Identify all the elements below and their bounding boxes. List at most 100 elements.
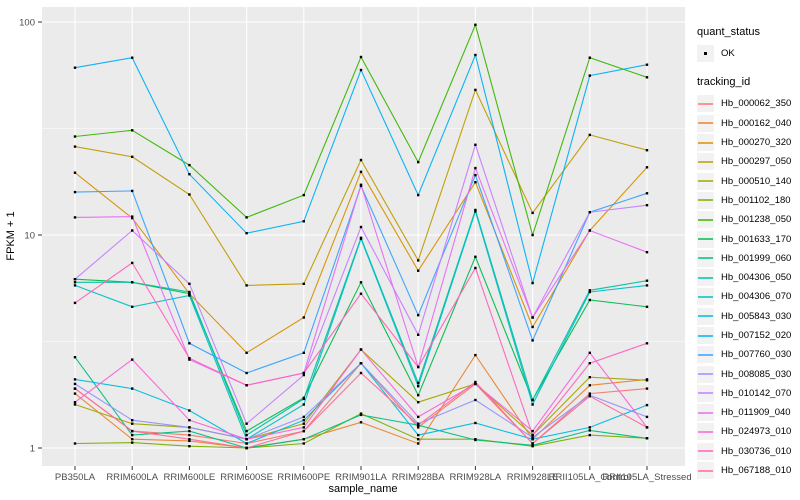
data-point xyxy=(73,190,77,194)
legend-item-Hb_067188_010[interactable]: Hb_067188_010 xyxy=(697,461,799,480)
data-point xyxy=(359,158,363,162)
legend-item-Hb_010142_070[interactable]: Hb_010142_070 xyxy=(697,384,799,403)
line-swatch-Hb_024973_010 xyxy=(697,423,714,441)
line-swatch-Hb_000270_320 xyxy=(697,134,714,152)
data-point xyxy=(588,362,591,365)
data-point xyxy=(588,289,591,292)
legend-label: Hb_000162_040 xyxy=(721,117,792,129)
legend-item-Hb_000270_320[interactable]: Hb_000270_320 xyxy=(697,133,799,152)
data-point xyxy=(245,351,248,354)
data-point xyxy=(474,266,477,270)
legend-item-Hb_000062_350[interactable]: Hb_000062_350 xyxy=(697,94,799,113)
data-point xyxy=(73,442,77,445)
x-tick-label: RRIM600PE xyxy=(277,472,330,483)
data-point xyxy=(474,181,477,184)
data-point xyxy=(645,379,649,382)
data-point xyxy=(531,403,534,406)
data-point xyxy=(417,385,420,388)
data-point xyxy=(245,384,248,387)
data-point xyxy=(245,433,248,437)
data-point xyxy=(588,392,591,395)
legend-item-Hb_000162_040[interactable]: Hb_000162_040 xyxy=(697,114,799,133)
data-point xyxy=(302,419,305,422)
data-point xyxy=(474,166,477,170)
legend-item-Hb_000510_140[interactable]: Hb_000510_140 xyxy=(697,171,799,190)
data-point xyxy=(188,429,191,433)
data-point xyxy=(245,422,248,425)
y-axis-title: FPKM + 1 xyxy=(5,211,17,260)
legend-item-Hb_001633_170[interactable]: Hb_001633_170 xyxy=(697,229,799,248)
data-point xyxy=(131,441,134,444)
legend-item-Hb_004306_050[interactable]: Hb_004306_050 xyxy=(697,268,799,287)
data-point xyxy=(417,438,420,441)
data-point xyxy=(302,316,305,319)
data-point xyxy=(302,429,305,433)
data-point xyxy=(417,365,420,369)
legend-label: Hb_000270_320 xyxy=(721,137,792,149)
data-point xyxy=(588,426,591,429)
data-point xyxy=(188,426,191,429)
data-point xyxy=(417,193,420,197)
data-point xyxy=(302,351,305,354)
data-point xyxy=(73,392,77,395)
legend-item-Hb_030736_010[interactable]: Hb_030736_010 xyxy=(697,442,799,461)
data-point xyxy=(188,292,191,295)
data-point xyxy=(302,397,305,401)
data-point xyxy=(645,305,649,308)
legend-item-Hb_001238_050[interactable]: Hb_001238_050 xyxy=(697,210,799,229)
data-point xyxy=(645,192,649,195)
x-tick-label: RRIM600LE xyxy=(164,472,216,483)
data-point xyxy=(645,63,649,66)
data-point xyxy=(73,66,77,69)
data-point xyxy=(474,208,477,212)
legend-label: Hb_001999_060 xyxy=(721,252,792,264)
data-point xyxy=(245,284,248,287)
data-point xyxy=(588,298,591,302)
data-point xyxy=(245,216,248,219)
legend-item-Hb_007152_020[interactable]: Hb_007152_020 xyxy=(697,326,799,345)
line-swatch-Hb_004306_050 xyxy=(697,269,714,287)
data-point xyxy=(73,284,77,287)
legend-item-Hb_000297_050[interactable]: Hb_000297_050 xyxy=(697,152,799,171)
data-point xyxy=(359,55,363,59)
line-swatch-Hb_001633_170 xyxy=(697,230,714,248)
legend-label: Hb_000510_140 xyxy=(721,175,792,187)
data-point xyxy=(474,173,477,177)
data-point xyxy=(188,445,191,448)
data-point xyxy=(131,305,134,308)
legend-item-Hb_001999_060[interactable]: Hb_001999_060 xyxy=(697,249,799,268)
legend-label: Hb_004306_050 xyxy=(721,272,792,284)
data-point xyxy=(188,358,191,361)
data-point xyxy=(73,281,77,284)
legend-label: Hb_007760_030 xyxy=(721,349,792,361)
line-swatch-Hb_000510_140 xyxy=(697,172,714,190)
data-point xyxy=(302,373,305,377)
data-point xyxy=(73,301,77,305)
data-point xyxy=(531,325,534,329)
line-swatch-Hb_030736_010 xyxy=(697,442,714,460)
legend-item-Hb_005843_030[interactable]: Hb_005843_030 xyxy=(697,307,799,326)
legend-label: Hb_004306_070 xyxy=(721,291,792,303)
data-point xyxy=(474,143,477,146)
data-point xyxy=(131,433,134,437)
y-tick-label: 100 xyxy=(19,18,35,29)
legend-item-quant-ok[interactable]: OK xyxy=(697,44,799,63)
legend-item-Hb_008085_030[interactable]: Hb_008085_030 xyxy=(697,364,799,383)
legend-item-Hb_011909_040[interactable]: Hb_011909_040 xyxy=(697,403,799,422)
line-swatch-Hb_001238_050 xyxy=(697,211,714,229)
line-swatch-Hb_010142_070 xyxy=(697,384,714,402)
data-point xyxy=(359,68,363,72)
data-point xyxy=(417,269,420,272)
data-point xyxy=(131,215,134,218)
legend-item-Hb_024973_010[interactable]: Hb_024973_010 xyxy=(697,422,799,441)
legend-item-Hb_007760_030[interactable]: Hb_007760_030 xyxy=(697,345,799,364)
legend-item-Hb_001102_180[interactable]: Hb_001102_180 xyxy=(697,191,799,210)
data-point xyxy=(588,429,591,432)
data-point xyxy=(245,442,248,445)
data-point xyxy=(474,380,477,384)
quant-ok-point-swatch xyxy=(697,45,714,63)
legend-item-Hb_004306_070[interactable]: Hb_004306_070 xyxy=(697,287,799,306)
data-point xyxy=(417,333,420,336)
data-point xyxy=(359,421,363,424)
data-point xyxy=(588,74,591,77)
